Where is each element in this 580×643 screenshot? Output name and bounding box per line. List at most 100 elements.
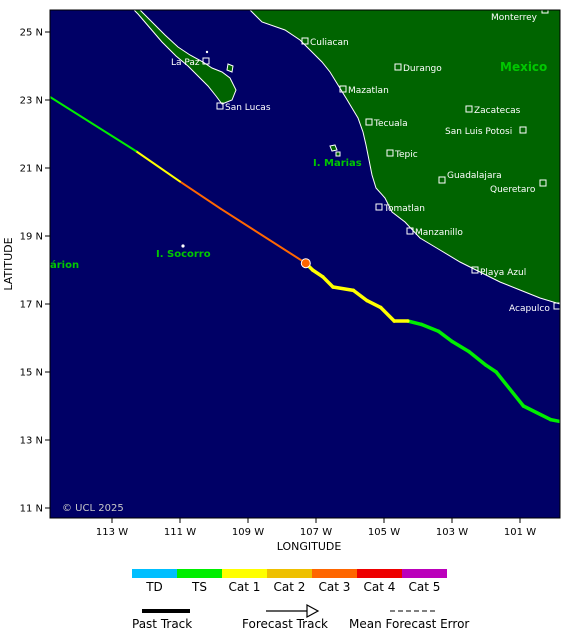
legend-color-swatch [132, 569, 177, 578]
legend-category-label: TD [145, 580, 163, 594]
lat-tick-label: 17 N [20, 300, 43, 311]
islas-marias [329, 144, 341, 157]
forecast-track-segment [134, 150, 181, 183]
place-marker [438, 176, 446, 184]
lon-tick-label: 111 W [164, 527, 196, 538]
isla-socorro [181, 244, 185, 248]
place-label: San Lucas [225, 103, 271, 113]
place-label: Culiacan [310, 38, 349, 48]
forecast-arrow-icon [306, 603, 320, 619]
past-track-segment [378, 305, 396, 323]
lon-tick-label: 101 W [504, 527, 536, 538]
past-track-segment [351, 288, 369, 303]
lat-tick-label: 25 N [20, 28, 43, 39]
place-marker [216, 102, 224, 110]
legend-color-swatch [222, 569, 267, 578]
lon-tick-label: 113 W [96, 527, 128, 538]
place-label: Queretaro [490, 185, 536, 195]
lon-tick-label: 105 W [368, 527, 400, 538]
legend-category-label: Cat 3 [319, 580, 351, 594]
region-label: I. Socorro [156, 249, 211, 260]
legend-color-swatch [357, 569, 402, 578]
past-track-segment [310, 268, 325, 279]
past-track-segment [450, 339, 471, 354]
past-track-label: Past Track [132, 617, 192, 631]
legend-color-swatch [177, 569, 222, 578]
past-track-segment [419, 322, 441, 333]
place-marker [375, 203, 383, 211]
place-label: Zacatecas [474, 106, 521, 116]
y-axis-label: LATITUDE [2, 237, 15, 290]
lon-tick-label: 107 W [300, 527, 332, 538]
regions-layer: Mexico I. Marias I. Socorro árion [50, 60, 547, 271]
legend-category-label: TS [191, 580, 207, 594]
place-label: Tomatlan [383, 204, 425, 214]
lat-tick-label: 19 N [20, 232, 43, 243]
past-track-segment [406, 319, 424, 327]
legend-category-label: Cat 5 [409, 580, 441, 594]
place-label: La Paz [171, 58, 200, 68]
forecast-track-segment [179, 180, 222, 210]
place-marker [471, 266, 479, 274]
place-label: San Luis Potosi [445, 127, 512, 137]
x-axis-label: LONGITUDE [277, 540, 342, 553]
mean-error-label: Mean Forecast Error [349, 617, 469, 631]
place-marker [365, 118, 373, 126]
land-layer [133, 10, 560, 305]
place-label: Tepic [394, 150, 418, 160]
past-track-segment [548, 417, 560, 424]
place-marker [406, 227, 414, 235]
place-marker [339, 85, 347, 93]
place-label: Playa Azul [480, 268, 526, 278]
lat-tick-label: 11 N [20, 504, 43, 515]
place-marker [301, 37, 309, 45]
legend-color-swatch [312, 569, 357, 578]
lat-tick-label: 23 N [20, 96, 43, 107]
y-axis: 25 N 23 N 21 N 19 N 17 N 15 N 13 N 11 N [20, 28, 50, 515]
lon-tick-label: 103 W [436, 527, 468, 538]
x-axis: 113 W 111 W 109 W 107 W 105 W 103 W 101 W [96, 518, 536, 538]
region-label: árion [50, 259, 79, 271]
past-track-segment [331, 285, 356, 293]
place-marker [394, 63, 402, 71]
lat-tick-label: 15 N [20, 368, 43, 379]
baja-california-peninsula [133, 10, 237, 105]
past-track-segment [467, 349, 488, 367]
storm-track [50, 95, 560, 424]
legend-color-swatch [267, 569, 312, 578]
past-track-segment [321, 275, 335, 289]
legend-category-label: Cat 2 [274, 580, 306, 594]
region-label: Mexico [500, 60, 547, 74]
place-marker [202, 57, 210, 65]
places-layer: Monterrey Culiacan La Paz Durango Mazatlan Sa… [171, 6, 561, 314]
legend: TD TS Cat 1 Cat 2 Cat 3 Cat 4 Cat 5 Past Track F… [132, 569, 469, 631]
place-label: Monterrey [491, 13, 538, 23]
place-label: Guadalajara [447, 171, 502, 181]
place-label: Manzanillo [415, 228, 463, 238]
past-track-segment [436, 329, 454, 344]
current-position-marker [300, 258, 311, 269]
forecast-track-label: Forecast Track [242, 617, 328, 631]
legend-color-swatch [402, 569, 447, 578]
lon-tick-label: 109 W [232, 527, 264, 538]
place-label: Acapulco [509, 304, 550, 314]
forecast-track-segment [219, 207, 307, 265]
isla-cerralvo [226, 63, 234, 73]
forecast-track-segment [50, 95, 137, 152]
past-track-segment [494, 370, 526, 408]
past-track-segment [521, 404, 553, 422]
lat-tick-label: 21 N [20, 164, 43, 175]
place-marker [539, 179, 547, 187]
past-track-segment [484, 363, 498, 374]
plot-frame [49, 9, 561, 519]
place-marker [386, 149, 394, 157]
place-label: Durango [403, 64, 442, 74]
isla-san-jose [205, 50, 209, 54]
place-label: Tecuala [373, 119, 408, 129]
place-label: Mazatlan [348, 86, 389, 96]
legend-category-label: Cat 1 [229, 580, 261, 594]
lat-tick-label: 13 N [20, 436, 43, 447]
place-marker [465, 105, 473, 113]
